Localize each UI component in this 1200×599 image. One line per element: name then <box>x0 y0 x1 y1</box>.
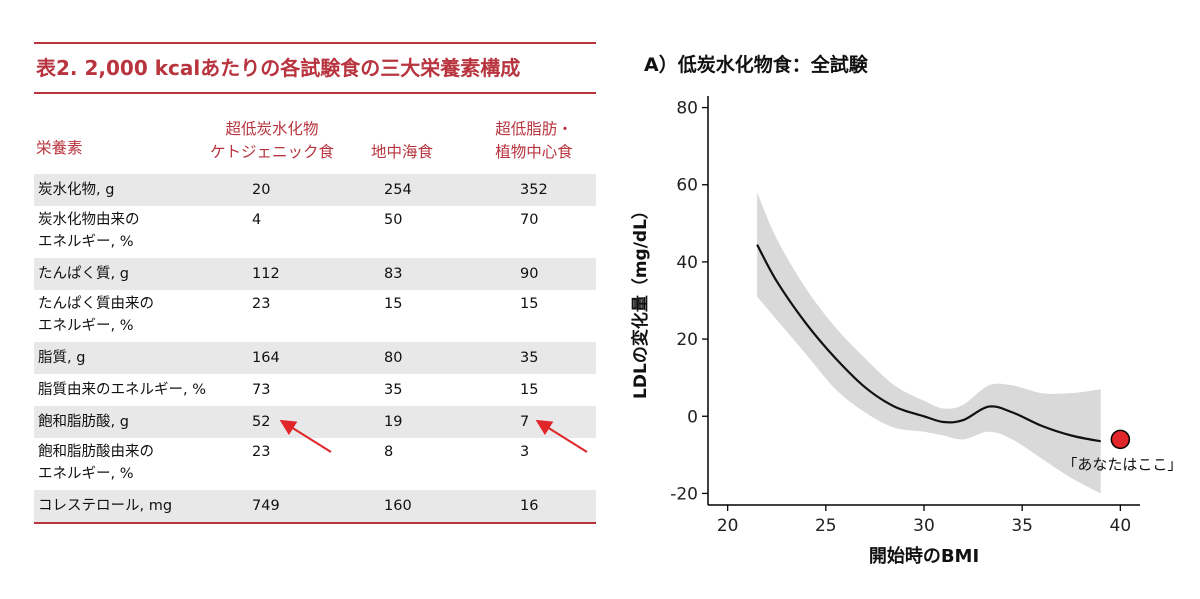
table-bottom-rule <box>34 522 596 524</box>
x-tick-label: 25 <box>815 516 837 536</box>
cell-mediterranean: 8 <box>384 444 394 460</box>
cell-lowfat: 15 <box>520 382 539 398</box>
cell-lowfat: 90 <box>520 266 539 282</box>
cell-keto: 23 <box>252 444 271 460</box>
y-tick-label: 20 <box>676 330 698 350</box>
table-row: 脂質, g 164 80 35 <box>34 342 596 374</box>
chart-title: A）低炭水化物食：全試験 <box>644 54 868 76</box>
you-are-here-marker <box>1110 429 1131 450</box>
table-top-rule <box>34 42 596 44</box>
table-row: 脂質由来のエネルギー, % 73 35 15 <box>34 374 596 406</box>
table-row: 飽和脂肪酸由来の エネルギー, % 23 8 3 <box>34 438 596 490</box>
table-title: 表2. 2,000 kcalあたりの各試験食の三大栄養素構成 <box>36 56 521 80</box>
ldl-bmi-chart: 80 60 40 20 0 -20 20 25 30 35 40 開始時のBMI LDLの変化量（mg/… <box>630 96 1182 567</box>
row-label: コレステロール, mg <box>38 498 173 514</box>
cell-mediterranean: 160 <box>384 498 412 514</box>
table-row: 炭水化物, g 20 254 352 <box>34 174 596 206</box>
cell-mediterranean: 19 <box>384 414 403 430</box>
cell-keto: 4 <box>252 212 262 228</box>
cell-lowfat: 16 <box>520 498 539 514</box>
row-label: たんぱく質, g <box>38 266 129 282</box>
y-tick-label: 40 <box>676 253 698 273</box>
header-keto: 超低炭水化物 ケトジェニック食 <box>209 120 334 161</box>
table-row: 炭水化物由来の エネルギー, % 4 50 70 <box>34 206 596 258</box>
cell-lowfat: 15 <box>520 296 539 312</box>
row-label: たんぱく質由来の エネルギー, % <box>38 296 154 334</box>
cell-keto: 73 <box>252 382 271 398</box>
cell-keto: 164 <box>252 350 280 366</box>
y-axis-label: LDLの変化量（mg/dL） <box>630 202 651 399</box>
table-row: コレステロール, mg 749 160 16 <box>34 490 596 522</box>
cell-lowfat: 35 <box>520 350 539 366</box>
cell-mediterranean: 80 <box>384 350 403 366</box>
nutrient-table: 表2. 2,000 kcalあたりの各試験食の三大栄養素構成 栄養素 超低炭水化… <box>34 42 596 524</box>
row-label: 飽和脂肪酸由来の エネルギー, % <box>38 444 154 482</box>
you-are-here-label: 「あなたはここ」 <box>1062 455 1182 473</box>
table-row: たんぱく質由来の エネルギー, % 23 15 15 <box>34 290 596 342</box>
cell-keto: 112 <box>252 266 280 282</box>
table-row: 飽和脂肪酸, g 52 19 7 <box>34 406 596 438</box>
table-body: 炭水化物, g 20 254 352 炭水化物由来の エネルギー, % 4 50 70 たんぱく… <box>34 174 596 522</box>
header-lowfat: 超低脂肪・ 植物中心食 <box>495 120 573 161</box>
cell-keto: 20 <box>252 182 271 198</box>
cell-keto: 749 <box>252 498 280 514</box>
confidence-band <box>757 192 1101 494</box>
cell-lowfat: 7 <box>520 414 530 430</box>
y-tick-label: 0 <box>687 407 698 427</box>
cell-keto: 52 <box>252 414 271 430</box>
cell-lowfat: 3 <box>520 444 530 460</box>
row-label: 脂質由来のエネルギー, % <box>38 382 206 398</box>
cell-mediterranean: 254 <box>384 182 412 198</box>
cell-lowfat: 352 <box>520 182 548 198</box>
header-nutrient: 栄養素 <box>36 139 83 157</box>
y-tick-label: 60 <box>676 176 698 196</box>
series-line <box>756 244 1101 443</box>
row-label: 脂質, g <box>38 350 86 366</box>
cell-mediterranean: 83 <box>384 266 403 282</box>
x-tick-label: 20 <box>717 516 739 536</box>
cell-lowfat: 70 <box>520 212 539 228</box>
cell-mediterranean: 35 <box>384 382 403 398</box>
table-title-rule <box>34 92 596 94</box>
cell-mediterranean: 15 <box>384 296 403 312</box>
cell-mediterranean: 50 <box>384 212 403 228</box>
header-mediterranean: 地中海食 <box>370 143 433 161</box>
table-row: たんぱく質, g 112 83 90 <box>34 258 596 290</box>
cell-keto: 23 <box>252 296 271 312</box>
x-axis-label: 開始時のBMI <box>869 545 979 567</box>
row-label: 炭水化物由来の エネルギー, % <box>38 212 140 250</box>
x-tick-label: 40 <box>1110 516 1132 536</box>
row-label: 炭水化物, g <box>38 182 115 198</box>
row-label: 飽和脂肪酸, g <box>38 414 129 430</box>
x-tick-label: 30 <box>913 516 935 536</box>
y-tick-label: 80 <box>676 99 698 119</box>
table-header-row: 栄養素 超低炭水化物 ケトジェニック食 地中海食 超低脂肪・ 植物中心食 <box>34 94 596 174</box>
y-tick-label: -20 <box>670 484 698 504</box>
x-tick-label: 35 <box>1011 516 1033 536</box>
